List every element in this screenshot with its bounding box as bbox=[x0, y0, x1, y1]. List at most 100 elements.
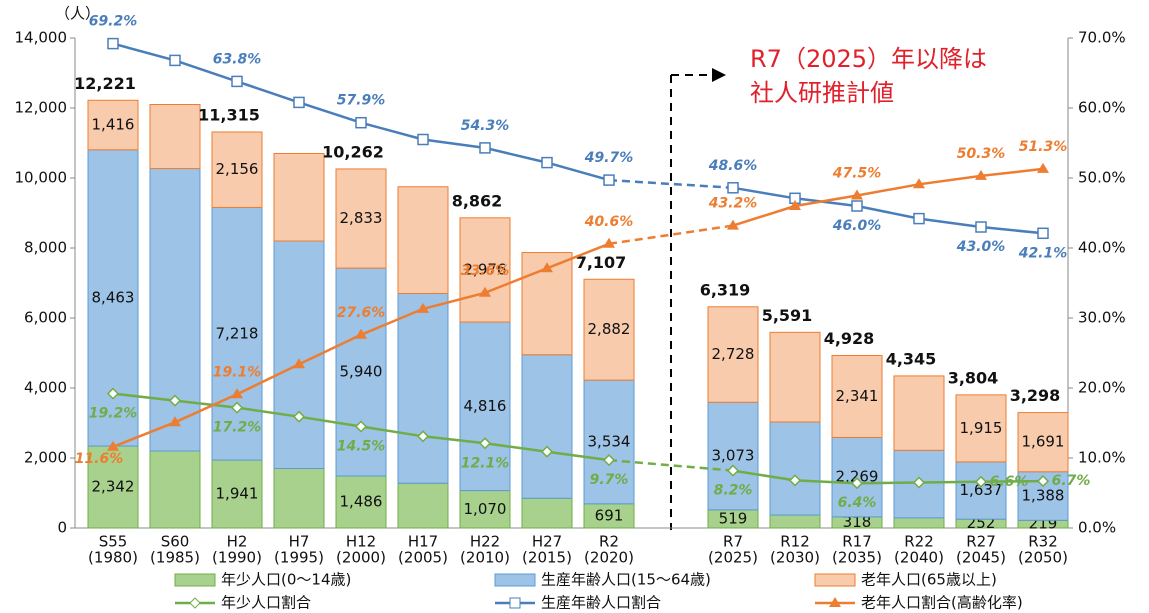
total-label: 12,221 bbox=[74, 74, 136, 93]
marker bbox=[1036, 475, 1050, 488]
marker bbox=[107, 440, 119, 451]
bar-segment bbox=[211, 206, 263, 461]
annotation: 社人研推計値 bbox=[750, 79, 894, 107]
marker bbox=[851, 189, 863, 200]
marker bbox=[355, 116, 367, 129]
marker bbox=[293, 358, 305, 369]
x-tick-label: R12 bbox=[780, 533, 810, 551]
bar-segment bbox=[335, 168, 387, 269]
bar-label: 2,728 bbox=[712, 345, 755, 363]
x-tick-label: (2050) bbox=[1018, 549, 1068, 567]
y-tick-label: 14,000 bbox=[15, 29, 68, 47]
bar-label: 318 bbox=[843, 513, 872, 531]
bar-label: 2,976 bbox=[464, 260, 507, 278]
bar-segment bbox=[707, 401, 759, 511]
legend-swatch bbox=[814, 573, 856, 587]
x-tick-label: (2010) bbox=[460, 549, 510, 567]
marker bbox=[168, 394, 182, 407]
y2-tick-label: 70.0% bbox=[1078, 29, 1126, 47]
x-tick-label: (1985) bbox=[150, 549, 200, 567]
line-label: 54.3% bbox=[461, 118, 510, 134]
bar-segment bbox=[521, 354, 573, 499]
bar-segment bbox=[583, 278, 635, 381]
x-tick-label: (1980) bbox=[88, 549, 138, 567]
marker bbox=[975, 221, 987, 233]
x-tick-label: R27 bbox=[966, 533, 996, 551]
line-label: 69.2% bbox=[89, 14, 138, 30]
legend-label: 老年人口(65歳以上) bbox=[861, 571, 997, 589]
x-tick-label: (1990) bbox=[212, 549, 262, 567]
marker bbox=[478, 437, 492, 450]
x-tick-label: H27 bbox=[532, 533, 562, 551]
x-tick-label: H17 bbox=[408, 533, 438, 551]
bar-label: 1,691 bbox=[1022, 433, 1065, 451]
x-tick-label: (2000) bbox=[336, 549, 386, 567]
line-label: 43.0% bbox=[956, 239, 1006, 255]
y-tick-label: 0 bbox=[57, 519, 67, 537]
line-label: 50.3% bbox=[957, 146, 1006, 162]
bar-segment bbox=[583, 503, 635, 529]
bar-segment bbox=[955, 394, 1007, 463]
bar-segment bbox=[1017, 412, 1069, 473]
line-series bbox=[732, 186, 1044, 235]
bar-label: 1,070 bbox=[464, 500, 507, 518]
legend-label: 老年人口割合(高齢化率) bbox=[861, 594, 1023, 612]
x-tick-label: (2025) bbox=[708, 549, 758, 567]
total-label: 5,591 bbox=[762, 306, 813, 325]
marker bbox=[974, 475, 988, 488]
y2-tick-label: 30.0% bbox=[1078, 309, 1126, 327]
line-label: 8.2% bbox=[714, 483, 753, 499]
bar-segment bbox=[459, 217, 511, 323]
bar-label: 2,833 bbox=[340, 209, 383, 227]
x-tick-label: (2045) bbox=[956, 549, 1006, 567]
bar-segment bbox=[893, 517, 945, 529]
bar-label: 1,416 bbox=[92, 116, 135, 134]
bar-label: 5,940 bbox=[340, 363, 383, 381]
bar-segment bbox=[769, 514, 821, 529]
bar-label: 1,915 bbox=[960, 419, 1003, 437]
total-label: 4,928 bbox=[824, 329, 875, 348]
y-unit: （人） bbox=[55, 5, 100, 23]
y-tick-label: 10,000 bbox=[15, 169, 68, 187]
total-label: 7,107 bbox=[576, 253, 627, 272]
y2-tick-label: 60.0% bbox=[1078, 99, 1126, 117]
bar-segment bbox=[893, 375, 945, 451]
bar-label: 1,388 bbox=[1022, 487, 1065, 505]
y-tick-label: 2,000 bbox=[24, 449, 67, 467]
marker bbox=[602, 454, 616, 467]
bar-segment bbox=[87, 99, 139, 151]
y-tick-label: 12,000 bbox=[15, 99, 68, 117]
x-tick-label: (2005) bbox=[398, 549, 448, 567]
line-label: 12.1% bbox=[461, 455, 510, 471]
bar-label: 1,486 bbox=[340, 492, 383, 510]
line-label: 19.2% bbox=[89, 406, 138, 422]
y-tick-label: 4,000 bbox=[24, 379, 67, 397]
bar-label: 2,156 bbox=[216, 160, 259, 178]
line-series bbox=[608, 458, 734, 472]
marker bbox=[416, 430, 430, 443]
marker bbox=[479, 286, 491, 297]
marker bbox=[788, 474, 802, 487]
x-tick-label: H7 bbox=[289, 533, 310, 551]
x-tick-label: H12 bbox=[346, 533, 376, 551]
line-label: 49.7% bbox=[584, 150, 634, 166]
x-tick-label: (2030) bbox=[770, 549, 820, 567]
marker bbox=[603, 237, 615, 248]
y2-tick-label: 20.0% bbox=[1078, 379, 1126, 397]
marker bbox=[417, 133, 429, 146]
line-series bbox=[732, 469, 1044, 485]
legend-label: 年少人口(0～14歳) bbox=[221, 571, 351, 589]
total-label: 6,319 bbox=[700, 280, 751, 299]
x-tick-label: H2 bbox=[227, 533, 248, 551]
bar-label: 8,463 bbox=[92, 288, 135, 306]
legend-marker bbox=[509, 597, 521, 609]
bar-segment bbox=[707, 306, 759, 403]
legend-swatch bbox=[174, 573, 216, 587]
x-tick-label: (1995) bbox=[274, 549, 324, 567]
x-tick-label: R22 bbox=[904, 533, 934, 551]
x-tick-label: R7 bbox=[723, 533, 743, 551]
x-tick-label: R17 bbox=[842, 533, 872, 551]
x-tick-label: S60 bbox=[161, 533, 190, 551]
total-label: 11,315 bbox=[198, 105, 260, 124]
bar-segment bbox=[769, 331, 821, 423]
